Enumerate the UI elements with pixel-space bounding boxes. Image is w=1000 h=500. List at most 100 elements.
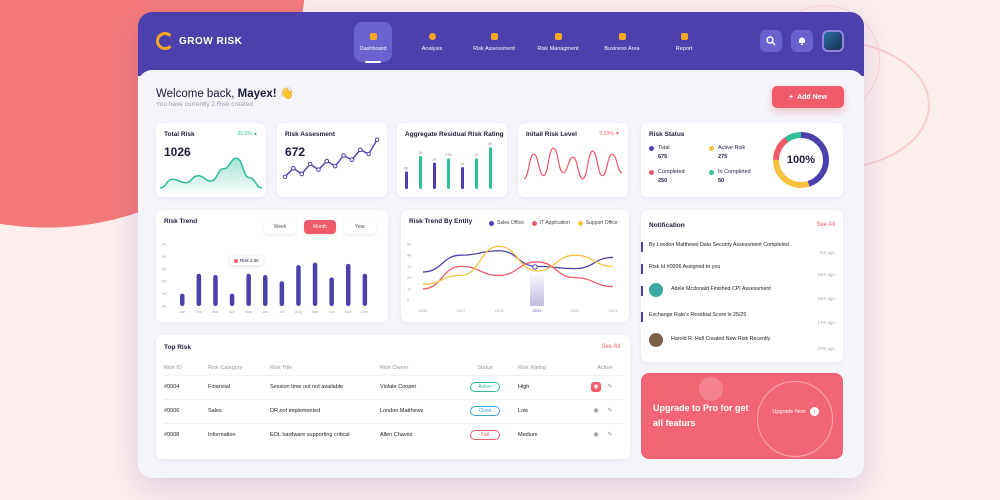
notification-item[interactable]: Exchange Rate's Residual Score is 25/25 … — [641, 312, 835, 325]
risk-assessment-sparkline — [282, 137, 380, 180]
x-tick-label: Dec — [361, 309, 368, 314]
decorative-circle — [699, 377, 723, 401]
y-tick-label: 1K — [162, 291, 167, 296]
analysis-icon — [428, 32, 436, 40]
sparkline-point — [357, 147, 363, 153]
search-button[interactable] — [760, 30, 782, 52]
sparkline-point — [324, 158, 330, 164]
sparkline-point — [307, 161, 313, 167]
main-nav: Dashboard Analysis Risk Assessment Risk … — [354, 22, 714, 63]
nav-analysis[interactable]: Analysis — [402, 22, 462, 62]
y-tick-label: 10 — [407, 286, 412, 291]
status-item: Total 675 — [649, 145, 670, 160]
brand-logo[interactable]: GROW RISK — [156, 32, 242, 50]
series-line — [422, 261, 614, 290]
total-risk-card[interactable]: Total Risk 20.5% ▲ 1026 — [156, 123, 266, 197]
bar — [475, 158, 478, 189]
view-icon[interactable]: ◉ — [593, 408, 599, 414]
x-tick-label: 2020 — [571, 308, 581, 313]
add-new-button[interactable]: + Add New — [772, 86, 844, 108]
bar — [489, 147, 492, 189]
bar — [312, 262, 318, 306]
upgrade-now-button[interactable]: Upgrade Now › — [772, 407, 819, 416]
x-tick-label: 2017 — [457, 308, 467, 313]
y-tick-label: 0K — [162, 304, 167, 309]
notification-item[interactable]: Harold R. Hall Created New Risk Recently… — [649, 333, 835, 351]
upgrade-banner: Upgrade to Pro for get all featurs Upgra… — [641, 373, 843, 459]
view-icon[interactable]: ◉ — [591, 382, 601, 392]
arrow-right-icon: › — [810, 407, 819, 416]
initial-risk-card[interactable]: Initail Risk Level 0.23% ▼ — [518, 123, 628, 197]
bar — [346, 263, 351, 306]
notification-item[interactable]: By London Matthews Data Security Assessm… — [641, 242, 835, 255]
table-row[interactable]: #0008 Information EOL hardware supportin… — [164, 422, 622, 447]
decorative-ring — [757, 381, 833, 457]
risk-trend-entity-card: Risk Trend By Entity Sales Office IT App… — [401, 210, 629, 322]
status-item: Active Risk 275 — [709, 145, 745, 160]
bar — [196, 273, 202, 306]
plus-icon: + — [788, 93, 794, 101]
x-tick-label: Jun — [262, 309, 268, 314]
bar — [229, 293, 235, 306]
x-tick-label: Mar — [212, 309, 220, 314]
top-risk-table: Risk ID Risk Category Risk Title Risk Ow… — [164, 361, 622, 447]
welcome-subtitle: You have currently 2 Risk created — [156, 101, 253, 108]
risk-trend-chart: 0K 1K 2K 3K 4K 5K Jan Feb Mar Apr May Jun Jul Aug Sep O… — [162, 242, 368, 315]
edit-icon[interactable]: ✎ — [607, 432, 613, 439]
search-icon — [766, 36, 776, 46]
nav-risk-management[interactable]: Risk Managment — [526, 22, 590, 62]
status-item: In Completed 50 — [709, 169, 751, 184]
initial-risk-sparkline — [523, 147, 623, 180]
donut-label: 100% — [786, 154, 816, 166]
status-badge: Active — [470, 382, 500, 392]
notification-item[interactable]: Adele Mcdonald Finished CPI Assessment 1… — [641, 283, 835, 301]
y-tick-label: 0 — [407, 298, 410, 303]
x-tick-label: Nov — [345, 309, 352, 314]
table-row[interactable]: #0004 Financial Session time out not ava… — [164, 374, 622, 399]
edit-icon[interactable]: ✎ — [607, 384, 613, 390]
table-header-row: Risk ID Risk Category Risk Title Risk Ow… — [164, 364, 613, 371]
notifications-see-all[interactable]: See All — [816, 222, 835, 228]
bar — [419, 156, 422, 189]
top-risk-see-all[interactable]: See All — [601, 344, 620, 350]
risk-status-card[interactable]: Risk Status Total 675 Active Risk 275 Comple… — [641, 123, 843, 197]
nav-risk-assessment[interactable]: Risk Assessment — [462, 22, 526, 62]
y-tick-label: 4K — [162, 254, 167, 259]
tab-month[interactable]: Month — [304, 220, 336, 234]
bar-data-label: 8K — [404, 166, 409, 170]
total-risk-sparkline — [159, 157, 263, 195]
notifications-button[interactable] — [791, 30, 813, 52]
edit-icon[interactable]: ✎ — [607, 408, 613, 414]
change-badge: 0.23% ▼ — [599, 131, 620, 137]
sparkline-point — [341, 153, 346, 158]
nav-report[interactable]: Report — [654, 22, 714, 62]
top-actions — [760, 30, 844, 52]
x-tick-label: 2016 — [419, 308, 429, 313]
table-row[interactable]: #0006 Sales DR not implemented London Ma… — [164, 398, 622, 423]
y-tick-label: 40 — [407, 253, 412, 258]
y-tick-label: 30 — [407, 264, 412, 269]
risk-assessment-card[interactable]: Risk Assesment 672 — [277, 123, 387, 197]
chart-tooltip: Risk 2.5K — [230, 256, 264, 265]
nav-business-area[interactable]: Business Area — [590, 22, 654, 62]
top-navigation-bar: GROW RISK Dashboard Analysis Risk Assess… — [138, 12, 864, 76]
bar — [405, 171, 408, 189]
view-icon[interactable]: ◉ — [593, 432, 599, 439]
aggregate-risk-card[interactable]: Aggregate Residual Risk Rating 8K 1K 1K 7.5… — [397, 123, 507, 197]
notification-item[interactable]: Risk Id #0006 Assigned to you 10m ago — [641, 264, 835, 277]
y-tick-label: 20 — [407, 275, 412, 280]
bar — [362, 273, 368, 306]
bar-data-label: 1K — [460, 162, 465, 166]
welcome-heading: Welcome back, Mayex! 👋 — [156, 88, 295, 100]
risk-status-legend: Total 675 Active Risk 275 Completed 250 In Com… — [649, 145, 769, 189]
status-badge: Fail — [470, 430, 500, 441]
notification-card: Notification See All By London Matthews … — [641, 210, 843, 362]
tab-year[interactable]: Year — [344, 220, 376, 234]
user-avatar[interactable] — [822, 30, 844, 52]
tab-week[interactable]: Week — [264, 220, 296, 234]
top-risk-card: Top Risk See All Risk ID Risk Category R… — [156, 335, 630, 459]
sparkline-point — [316, 167, 321, 172]
sparkline-line — [284, 139, 378, 178]
nav-dashboard[interactable]: Dashboard — [354, 22, 392, 63]
bar — [461, 167, 464, 189]
